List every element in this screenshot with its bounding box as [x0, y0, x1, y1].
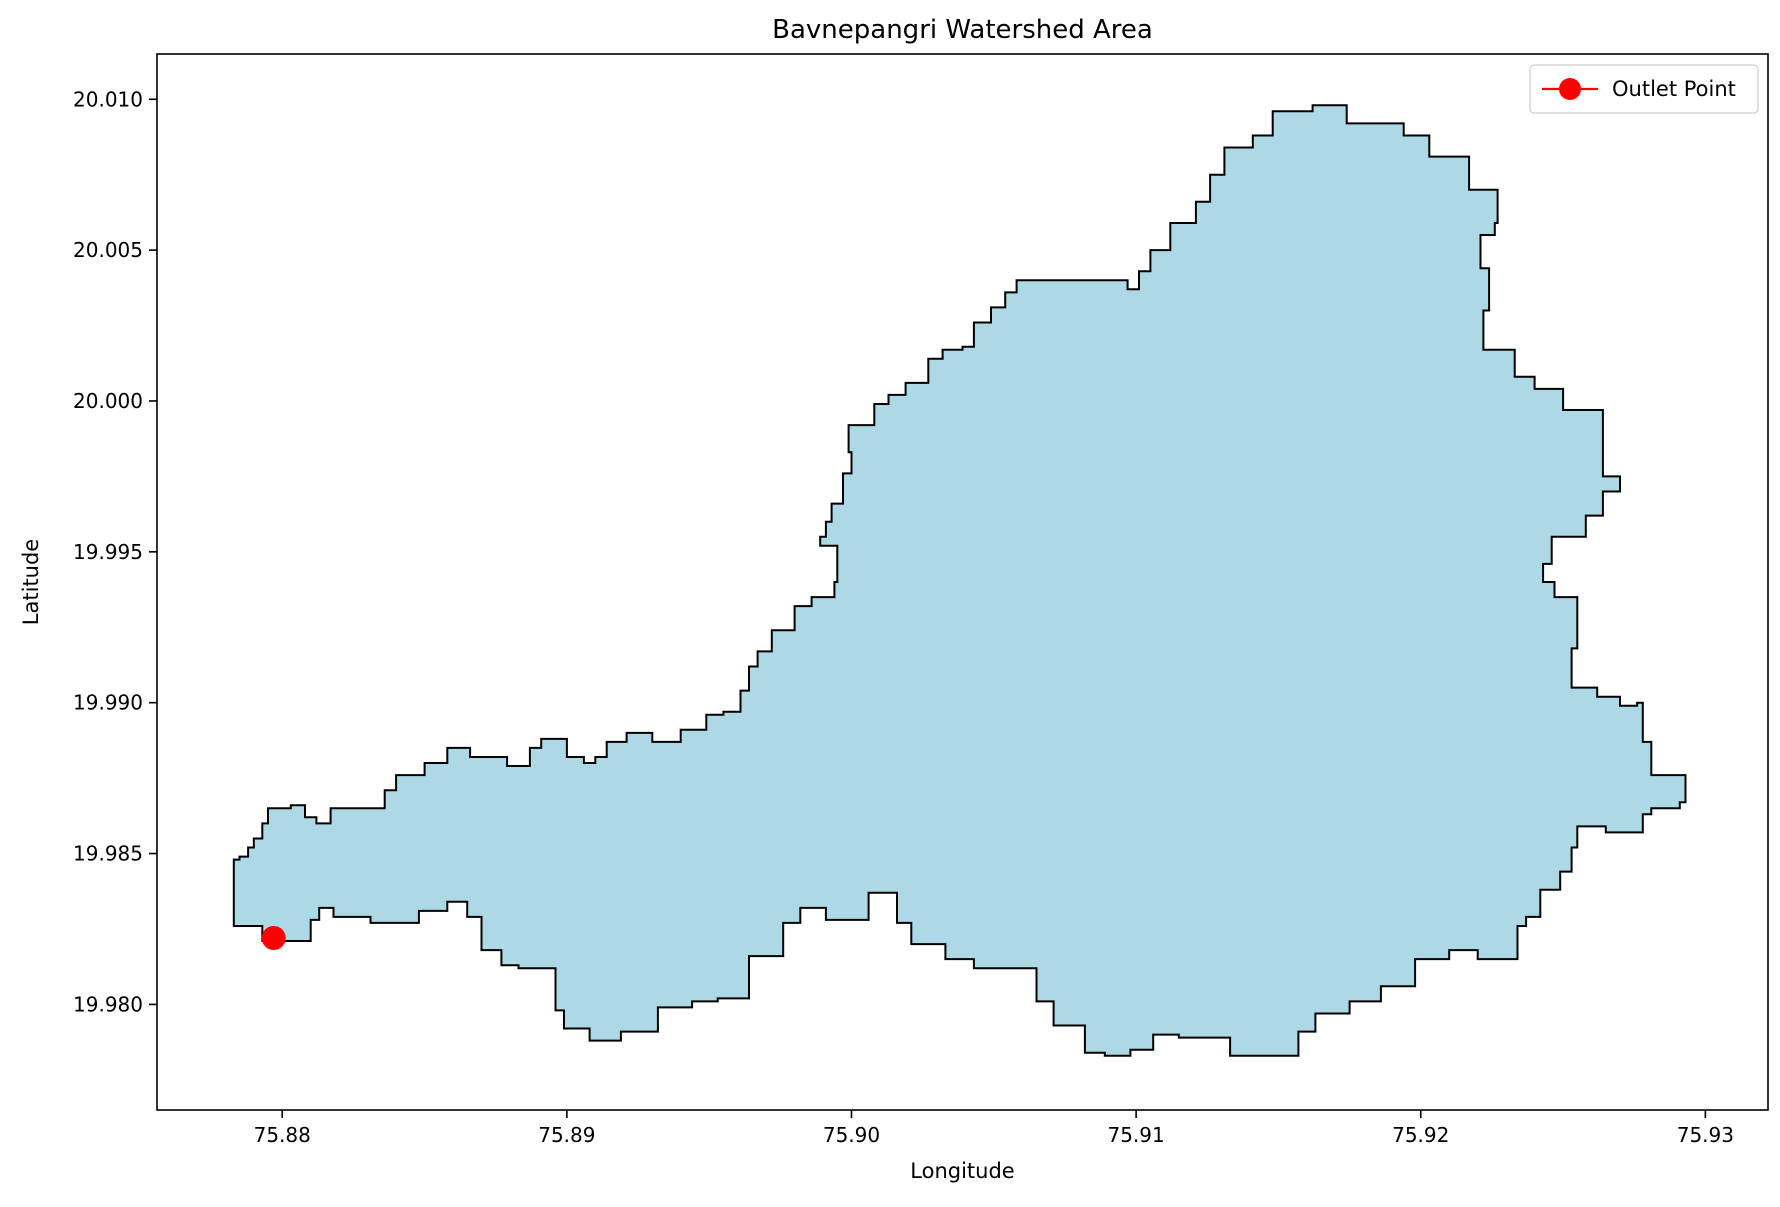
x-tick-label: 75.93 [1677, 1123, 1734, 1147]
tick-layer: 75.88 75.89 75.90 75.91 75.92 75.93 19.980 19.9… [73, 87, 1734, 1147]
x-tick-label: 75.90 [823, 1123, 880, 1147]
y-tick-label: 19.980 [73, 992, 143, 1016]
y-tick-label: 20.005 [73, 238, 143, 262]
x-tick-label: 75.92 [1392, 1123, 1449, 1147]
y-axis-title: Latitude [19, 539, 43, 625]
axes-frame [156, 53, 1769, 1111]
y-tick-label: 19.995 [73, 540, 143, 564]
watershed-polygon [232, 104, 1687, 1057]
legend: Outlet Point [1529, 64, 1759, 114]
x-axis-title: Longitude [910, 1159, 1014, 1183]
outlet-point-marker [261, 926, 286, 951]
legend-box [1529, 64, 1759, 114]
x-tick-label: 75.89 [538, 1123, 595, 1147]
x-tick-label: 75.88 [254, 1123, 311, 1147]
legend-label: Outlet Point [1612, 77, 1736, 101]
chart-title: Bavnepangri Watershed Area [772, 15, 1153, 45]
y-tick-label: 20.010 [73, 87, 143, 111]
y-tick-label: 19.990 [73, 691, 143, 715]
y-tick-label: 20.000 [73, 389, 143, 413]
plot-layer [232, 104, 1687, 1057]
x-tick-label: 75.91 [1107, 1123, 1164, 1147]
y-tick-label: 19.985 [73, 842, 143, 866]
legend-marker-swatch [1559, 78, 1581, 100]
